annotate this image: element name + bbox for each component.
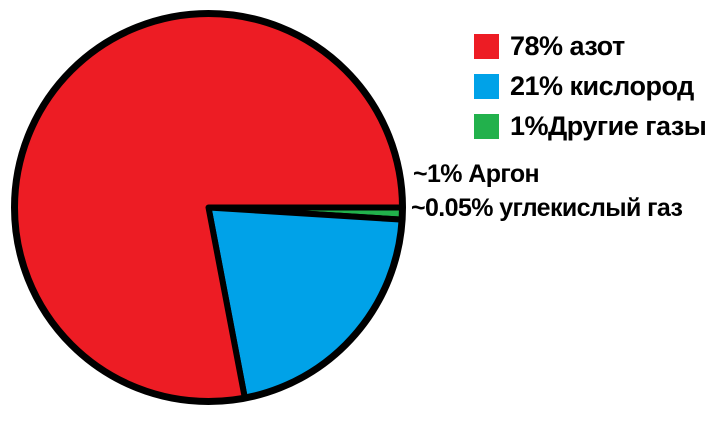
legend-label-oxygen: 21% кислород xyxy=(510,71,694,101)
annotation-argon: ~1% Аргон xyxy=(413,160,540,188)
pie-chart xyxy=(11,10,406,405)
legend-item-nitrogen: 78% азот xyxy=(474,31,706,61)
other-gases-swatch-icon xyxy=(474,113,499,139)
oxygen-swatch-icon xyxy=(474,73,499,99)
legend-label-nitrogen: 78% азот xyxy=(510,31,625,61)
annotation-co2: ~0.05% углекислый газ xyxy=(411,194,683,222)
legend-item-oxygen: 21% кислород xyxy=(474,71,706,101)
nitrogen-swatch-icon xyxy=(474,33,499,59)
legend-item-other-gases: 1%Другие газы xyxy=(474,111,707,141)
legend: 78% азот 21% кислород 1%Другие газы xyxy=(474,31,707,153)
pie-outline xyxy=(11,10,406,405)
legend-label-other-gases: 1%Другие газы xyxy=(510,111,707,141)
